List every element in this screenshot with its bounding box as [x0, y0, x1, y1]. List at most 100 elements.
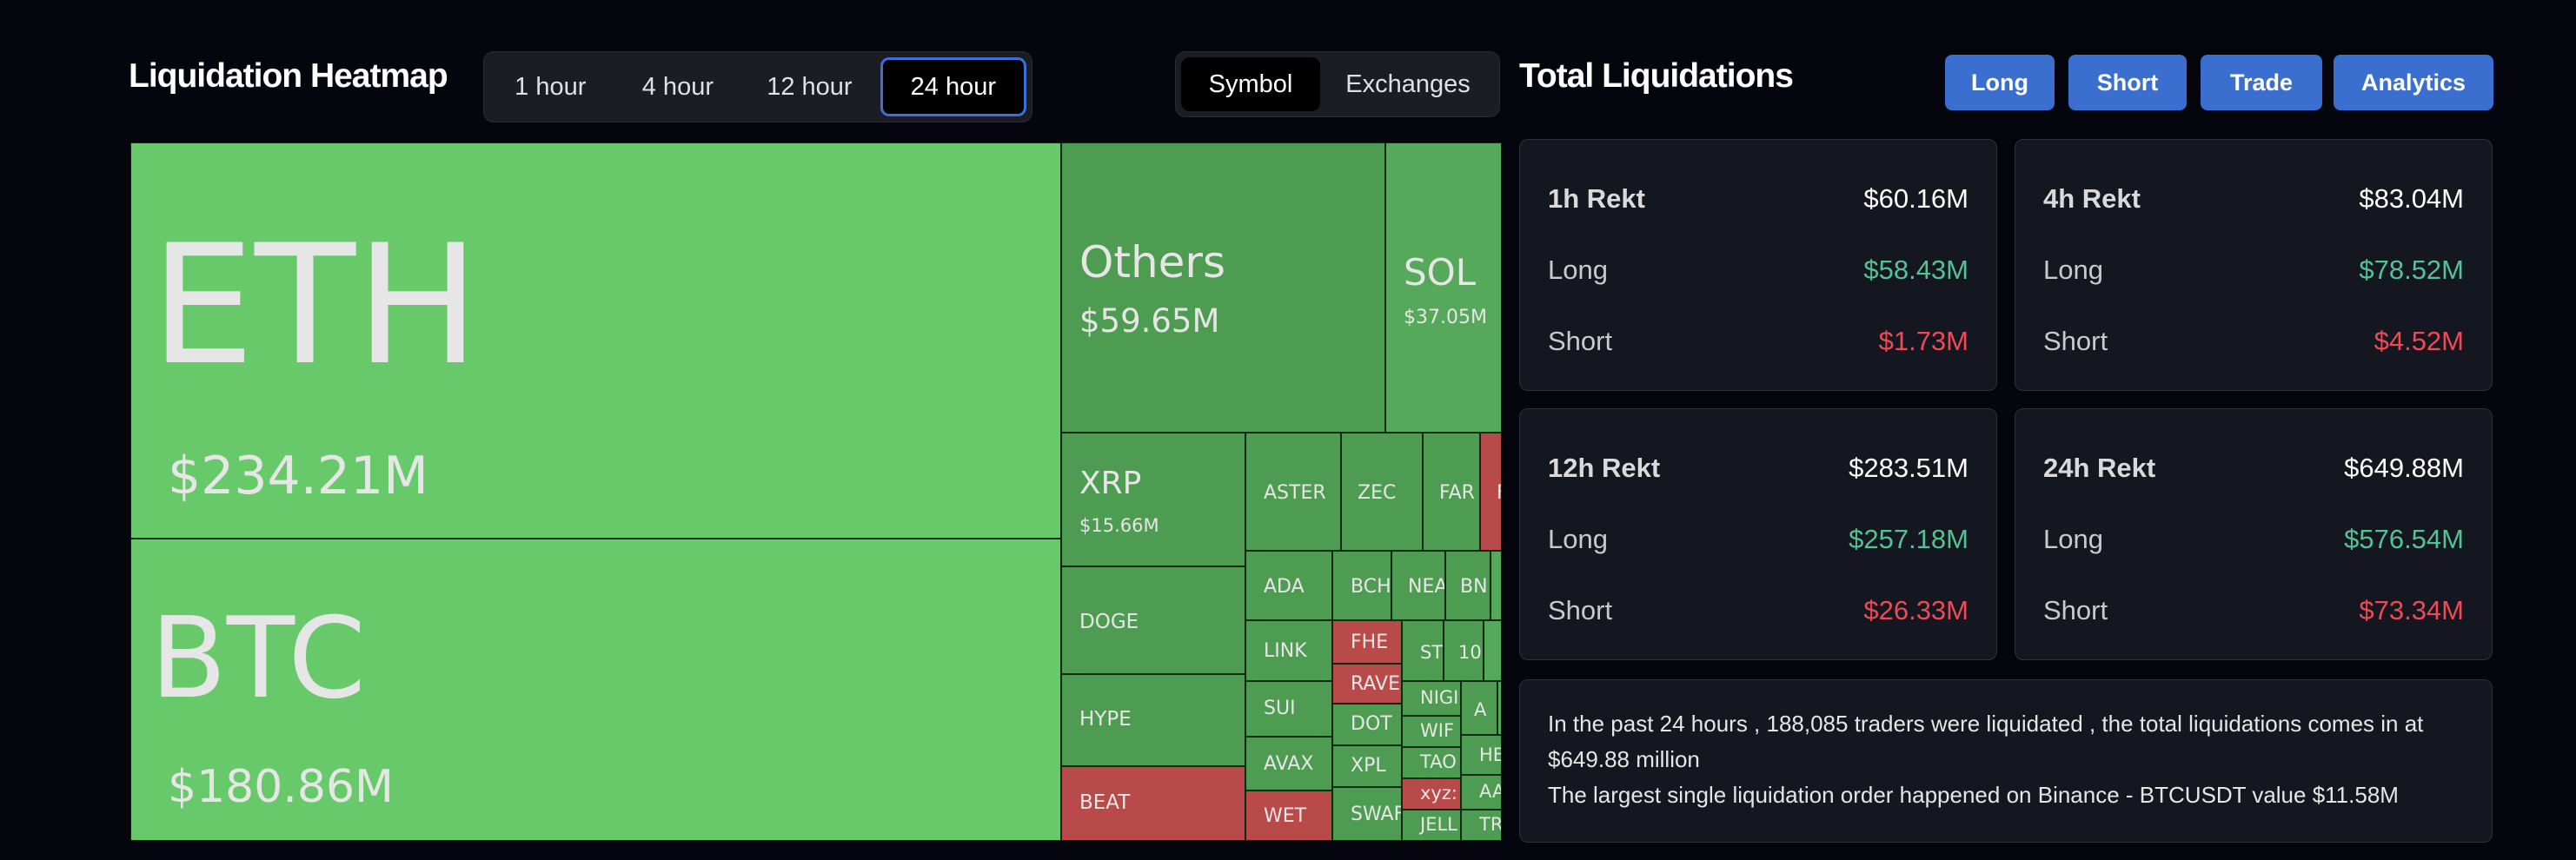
rekt-card-4h: 4h Rekt $83.04M Long $78.52M Short $4.52…: [2015, 139, 2493, 391]
rekt-card-1h: 1h Rekt $60.16M Long $58.43M Short $1.73…: [1519, 139, 1997, 391]
short-label: Short: [1548, 326, 1613, 356]
trade-button[interactable]: Trade: [2201, 55, 2322, 110]
short-value: $73.34M: [2359, 595, 2464, 625]
tile-link[interactable]: LINK: [1245, 620, 1332, 681]
tile-symbol: XPL: [1351, 755, 1386, 777]
tile-symbol: AVAX: [1264, 753, 1314, 775]
tile-jell[interactable]: JELL: [1402, 810, 1461, 841]
tile-misc[interactable]: [1490, 551, 1502, 620]
tile-misc[interactable]: [1484, 620, 1502, 681]
long-value: $257.18M: [1849, 524, 1969, 554]
tile-10[interactable]: 10: [1444, 620, 1484, 681]
long-label: Long: [2043, 524, 2103, 554]
tile-hype[interactable]: HYPE: [1061, 674, 1245, 766]
tile-wif[interactable]: WIF: [1402, 716, 1461, 747]
tab-exchanges[interactable]: Exchanges: [1345, 69, 1471, 98]
tile-btc[interactable]: BTC $180.86M: [130, 539, 1061, 841]
tile-symbol: BTC: [150, 594, 366, 724]
tile-symbol: XRP: [1079, 466, 1142, 501]
tile-symbol: ETH: [150, 209, 480, 401]
short-value: $26.33M: [1863, 595, 1969, 625]
tile-swap[interactable]: SWAF: [1332, 787, 1402, 841]
tile-nea[interactable]: NEA: [1391, 551, 1445, 620]
tile-symbol: F: [1497, 484, 1501, 503]
tile-ada[interactable]: ADA: [1245, 551, 1332, 620]
tile-avax[interactable]: AVAX: [1245, 737, 1332, 791]
tile-nigi[interactable]: NIGI: [1402, 681, 1461, 716]
tile-misc[interactable]: [1497, 681, 1502, 735]
short-label: Short: [2043, 595, 2108, 625]
tile-symbol: WET: [1264, 805, 1307, 827]
tile-symbol: AA: [1479, 781, 1501, 802]
card-title: 1h Rekt: [1548, 183, 1645, 214]
tab-12-hour[interactable]: 12 hour: [767, 72, 853, 101]
tile-symbol: ST: [1420, 642, 1444, 663]
tile-xrp[interactable]: XRP $15.66M: [1061, 433, 1245, 566]
tile-symbol: ASTER: [1264, 482, 1326, 504]
long-value: $58.43M: [1863, 255, 1969, 285]
tile-wet[interactable]: WET: [1245, 791, 1332, 841]
tile-symbol: Others: [1079, 237, 1226, 288]
tile-zec[interactable]: ZEC: [1341, 433, 1423, 551]
time-range-tabs: 1 hour 4 hour 12 hour 24 hour: [483, 51, 1032, 122]
tile-f[interactable]: F: [1480, 433, 1502, 551]
card-title: 12h Rekt: [1548, 453, 1661, 483]
tile-a[interactable]: A: [1461, 681, 1497, 735]
heatmap-title: Liquidation Heatmap: [129, 57, 448, 95]
tile-bn[interactable]: BN: [1445, 551, 1490, 620]
tile-dot[interactable]: DOT: [1332, 704, 1402, 745]
summary-largest-order: The largest single liquidation order hap…: [1548, 782, 2399, 808]
tile-eth[interactable]: ETH $234.21M: [130, 142, 1061, 539]
tab-24-hour[interactable]: 24 hour: [880, 57, 1026, 116]
card-total: $60.16M: [1863, 183, 1969, 214]
tile-others[interactable]: Others $59.65M: [1061, 142, 1385, 433]
tile-sui[interactable]: SUI: [1245, 681, 1332, 737]
long-label: Long: [1548, 255, 1608, 285]
tile-rave[interactable]: RAVE: [1332, 664, 1402, 704]
long-value: $576.54M: [2344, 524, 2464, 554]
long-value: $78.52M: [2359, 255, 2464, 285]
tab-1-hour[interactable]: 1 hour: [515, 72, 587, 101]
tile-symbol: TAO: [1420, 751, 1457, 772]
short-button[interactable]: Short: [2068, 55, 2187, 110]
rekt-card-12h: 12h Rekt $283.51M Long $257.18M Short $2…: [1519, 408, 1997, 660]
tile-symbol: TR: [1479, 814, 1502, 835]
tile-bch[interactable]: BCH: [1332, 551, 1391, 620]
tile-value: $37.05M: [1404, 307, 1487, 328]
tile-symbol: ADA: [1264, 576, 1305, 598]
tile-aster[interactable]: ASTER: [1245, 433, 1341, 551]
tile-tao[interactable]: TAO: [1402, 747, 1461, 778]
tile-symbol: NIGI: [1420, 687, 1459, 708]
card-total: $283.51M: [1849, 453, 1969, 483]
tile-doge[interactable]: DOGE: [1061, 566, 1245, 674]
tile-beat[interactable]: BEAT: [1061, 766, 1245, 841]
tile-symbol: ZEC: [1358, 482, 1397, 504]
tile-xyz[interactable]: xyz:: [1402, 778, 1461, 810]
liquidation-summary: In the past 24 hours , 188,085 traders w…: [1519, 679, 2493, 843]
analytics-button[interactable]: Analytics: [2334, 55, 2493, 110]
tile-far[interactable]: FAR: [1423, 433, 1480, 551]
tile-aa[interactable]: AA: [1461, 775, 1502, 810]
tile-symbol: NEA: [1408, 576, 1445, 598]
tile-fhe[interactable]: FHE: [1332, 620, 1402, 664]
view-mode-tabs: Symbol Exchanges: [1175, 51, 1500, 117]
card-total: $649.88M: [2344, 453, 2464, 483]
tab-symbol[interactable]: Symbol: [1181, 57, 1320, 111]
tile-tr[interactable]: TR: [1461, 810, 1502, 841]
tile-symbol: A: [1474, 699, 1487, 720]
long-button[interactable]: Long: [1945, 55, 2055, 110]
tile-value: $234.21M: [168, 446, 428, 506]
tile-xpl[interactable]: XPL: [1332, 745, 1402, 787]
tile-symbol: WIF: [1420, 720, 1455, 741]
short-label: Short: [1548, 595, 1613, 625]
tile-value: $59.65M: [1079, 302, 1220, 340]
short-value: $1.73M: [1878, 326, 1969, 356]
card-total: $83.04M: [2359, 183, 2464, 214]
tile-he[interactable]: HE: [1461, 735, 1502, 775]
tile-symbol: FAR: [1439, 482, 1475, 504]
tile-st[interactable]: ST: [1402, 620, 1444, 681]
tile-sol[interactable]: SOL $37.05M: [1385, 142, 1502, 433]
total-liquidations-title: Total Liquidations: [1519, 57, 1794, 95]
tile-value: $180.86M: [168, 761, 394, 813]
tab-4-hour[interactable]: 4 hour: [641, 72, 714, 101]
